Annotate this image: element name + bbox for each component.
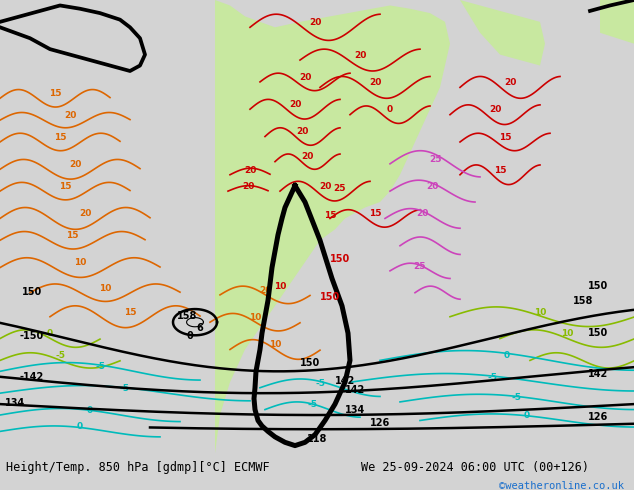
- Text: 150: 150: [330, 254, 350, 264]
- Text: 15: 15: [369, 209, 381, 218]
- Text: 15: 15: [54, 133, 66, 142]
- Text: Height/Temp. 850 hPa [gdmp][°C] ECMWF: Height/Temp. 850 hPa [gdmp][°C] ECMWF: [6, 461, 270, 474]
- Text: -5: -5: [120, 384, 130, 393]
- Text: 0: 0: [186, 331, 193, 341]
- Text: 10: 10: [74, 258, 86, 268]
- Text: 0: 0: [77, 422, 83, 431]
- Text: 20: 20: [64, 111, 76, 120]
- Text: 20: 20: [69, 160, 81, 169]
- Text: -5: -5: [55, 351, 65, 360]
- Text: ©weatheronline.co.uk: ©weatheronline.co.uk: [500, 481, 624, 490]
- Text: 126: 126: [588, 413, 608, 422]
- Text: 142: 142: [345, 385, 365, 395]
- Text: 118: 118: [307, 434, 327, 444]
- Text: 20: 20: [319, 182, 331, 191]
- Text: 20: 20: [504, 78, 516, 87]
- Text: 20: 20: [289, 100, 301, 109]
- Text: 15: 15: [324, 211, 336, 220]
- Text: 20: 20: [489, 105, 501, 115]
- Text: 0: 0: [524, 411, 530, 420]
- Text: 150: 150: [588, 281, 608, 292]
- Text: 134: 134: [5, 398, 25, 408]
- Text: 15: 15: [499, 133, 511, 142]
- Polygon shape: [600, 0, 634, 44]
- Text: 15: 15: [124, 308, 136, 317]
- Text: 10: 10: [249, 313, 261, 322]
- Text: 134: 134: [345, 405, 365, 415]
- Text: 20: 20: [416, 209, 428, 218]
- Text: 10: 10: [99, 284, 111, 293]
- Text: 15: 15: [66, 231, 78, 240]
- Text: -5: -5: [95, 362, 105, 371]
- Text: 150: 150: [22, 287, 42, 297]
- Text: 20: 20: [426, 182, 438, 191]
- Text: 0: 0: [387, 105, 393, 115]
- Text: 158: 158: [573, 295, 593, 306]
- Text: 10: 10: [534, 308, 546, 317]
- Text: 25: 25: [414, 262, 426, 270]
- Text: 20: 20: [301, 152, 313, 162]
- Text: 0: 0: [87, 406, 93, 415]
- Text: 0: 0: [504, 351, 510, 360]
- Text: 10: 10: [269, 341, 281, 349]
- Text: -5: -5: [307, 400, 317, 409]
- Text: 142: 142: [588, 369, 608, 379]
- Text: 10: 10: [274, 282, 286, 292]
- Text: 142: 142: [335, 376, 355, 387]
- Text: 6: 6: [197, 323, 204, 333]
- Polygon shape: [215, 0, 450, 453]
- Text: 15: 15: [49, 89, 61, 98]
- Text: 150: 150: [588, 328, 608, 339]
- Text: 20: 20: [309, 18, 321, 27]
- Text: 20: 20: [242, 182, 254, 191]
- Text: 25: 25: [333, 184, 346, 193]
- Text: 20: 20: [296, 127, 308, 136]
- Text: 20: 20: [244, 166, 256, 174]
- Text: 20: 20: [299, 73, 311, 82]
- Text: 25: 25: [429, 155, 441, 164]
- Text: We 25-09-2024 06:00 UTC (00+126): We 25-09-2024 06:00 UTC (00+126): [361, 461, 590, 474]
- Text: -5: -5: [315, 379, 325, 388]
- Text: 15: 15: [494, 166, 507, 174]
- Text: 150: 150: [320, 293, 340, 302]
- Text: 20: 20: [354, 51, 366, 60]
- Text: -142: -142: [20, 372, 44, 382]
- Text: -150: -150: [20, 331, 44, 341]
- Text: 0: 0: [47, 329, 53, 339]
- Text: 20: 20: [79, 209, 91, 218]
- Text: 10: 10: [561, 329, 573, 339]
- Text: 20: 20: [369, 78, 381, 87]
- Text: -5: -5: [487, 373, 497, 382]
- Text: 20: 20: [259, 286, 271, 294]
- Text: 126: 126: [370, 418, 390, 428]
- Text: 15: 15: [59, 182, 71, 191]
- Text: 158: 158: [177, 311, 197, 321]
- Text: 150: 150: [300, 358, 320, 368]
- Text: -5: -5: [512, 392, 522, 402]
- Polygon shape: [460, 0, 545, 66]
